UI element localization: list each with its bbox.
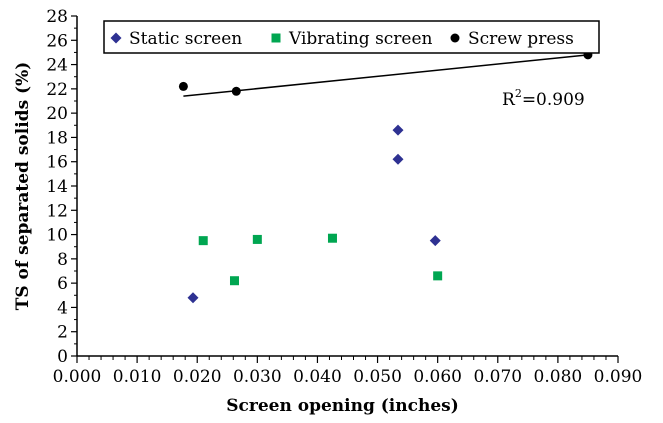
x-tick-label: 0.050 bbox=[353, 367, 402, 387]
ticks: 0.000 0.010 0.020 0.030 0.040 0.050 0.060 0.070… bbox=[46, 7, 642, 387]
x-tick-label: 0.000 bbox=[53, 367, 102, 387]
y-tick-label: 18 bbox=[46, 128, 68, 148]
x-tick-label: 0.060 bbox=[413, 367, 462, 387]
trendline-group bbox=[183, 54, 589, 97]
axes bbox=[76, 16, 618, 357]
x-tick-label: 0.020 bbox=[173, 367, 222, 387]
x-tick-label: 0.080 bbox=[534, 367, 583, 387]
legend-label-vibrating-screen: Vibrating screen bbox=[288, 29, 433, 49]
vibrating-screen-point bbox=[198, 236, 208, 246]
y-tick-label: 16 bbox=[46, 153, 68, 173]
r-squared-value: =0.909 bbox=[522, 90, 585, 110]
r-squared-label: R2=0.909 bbox=[502, 87, 585, 110]
vibrating-screen-point bbox=[252, 234, 262, 244]
screw-press-point bbox=[178, 81, 188, 91]
r-squared-sup: 2 bbox=[515, 87, 522, 100]
y-tick-label: 26 bbox=[46, 31, 68, 51]
y-tick-label: 6 bbox=[57, 274, 68, 294]
r-squared-base: R bbox=[502, 90, 516, 110]
y-tick-label: 14 bbox=[46, 177, 68, 197]
legend-label-static-screen: Static screen bbox=[129, 29, 242, 49]
y-tick-label: 22 bbox=[46, 80, 68, 100]
vibrating-screen-point bbox=[229, 276, 239, 286]
x-tick-label: 0.040 bbox=[293, 367, 342, 387]
y-tick-label: 24 bbox=[46, 56, 68, 76]
data-points bbox=[178, 50, 593, 304]
y-tick-label: 28 bbox=[46, 7, 68, 27]
y-tick-label: 0 bbox=[57, 347, 68, 367]
static-screen-point bbox=[429, 235, 441, 247]
static-screen-point bbox=[392, 153, 404, 165]
static-screen-point bbox=[392, 124, 404, 136]
y-tick-label: 2 bbox=[57, 323, 68, 343]
legend: Static screen Vibrating screen Screw press bbox=[103, 20, 600, 54]
y-tick-label: 8 bbox=[57, 250, 68, 270]
legend-label-screw-press: Screw press bbox=[468, 29, 574, 49]
legend-marker-screw-press bbox=[450, 33, 460, 43]
screw-press-trendline bbox=[183, 54, 589, 97]
x-tick-label: 0.070 bbox=[473, 367, 522, 387]
vibrating-screen-point bbox=[433, 271, 443, 281]
y-tick-label: 12 bbox=[46, 201, 68, 221]
y-tick-label: 4 bbox=[57, 298, 68, 318]
x-tick-label: 0.030 bbox=[233, 367, 282, 387]
x-tick-label: 0.090 bbox=[594, 367, 643, 387]
screw-press-point bbox=[231, 86, 241, 96]
y-axis-title: TS of separated solids (%) bbox=[13, 62, 33, 311]
legend-marker-static-screen bbox=[110, 32, 122, 44]
legend-marker-vibrating-screen bbox=[271, 33, 281, 43]
static-screen-point bbox=[187, 292, 199, 304]
y-tick-label: 10 bbox=[46, 226, 68, 246]
legend-box bbox=[103, 20, 600, 54]
y-tick-label: 20 bbox=[46, 104, 68, 124]
x-axis-title: Screen opening (inches) bbox=[226, 396, 459, 416]
vibrating-screen-point bbox=[327, 233, 337, 243]
x-tick-label: 0.010 bbox=[113, 367, 162, 387]
